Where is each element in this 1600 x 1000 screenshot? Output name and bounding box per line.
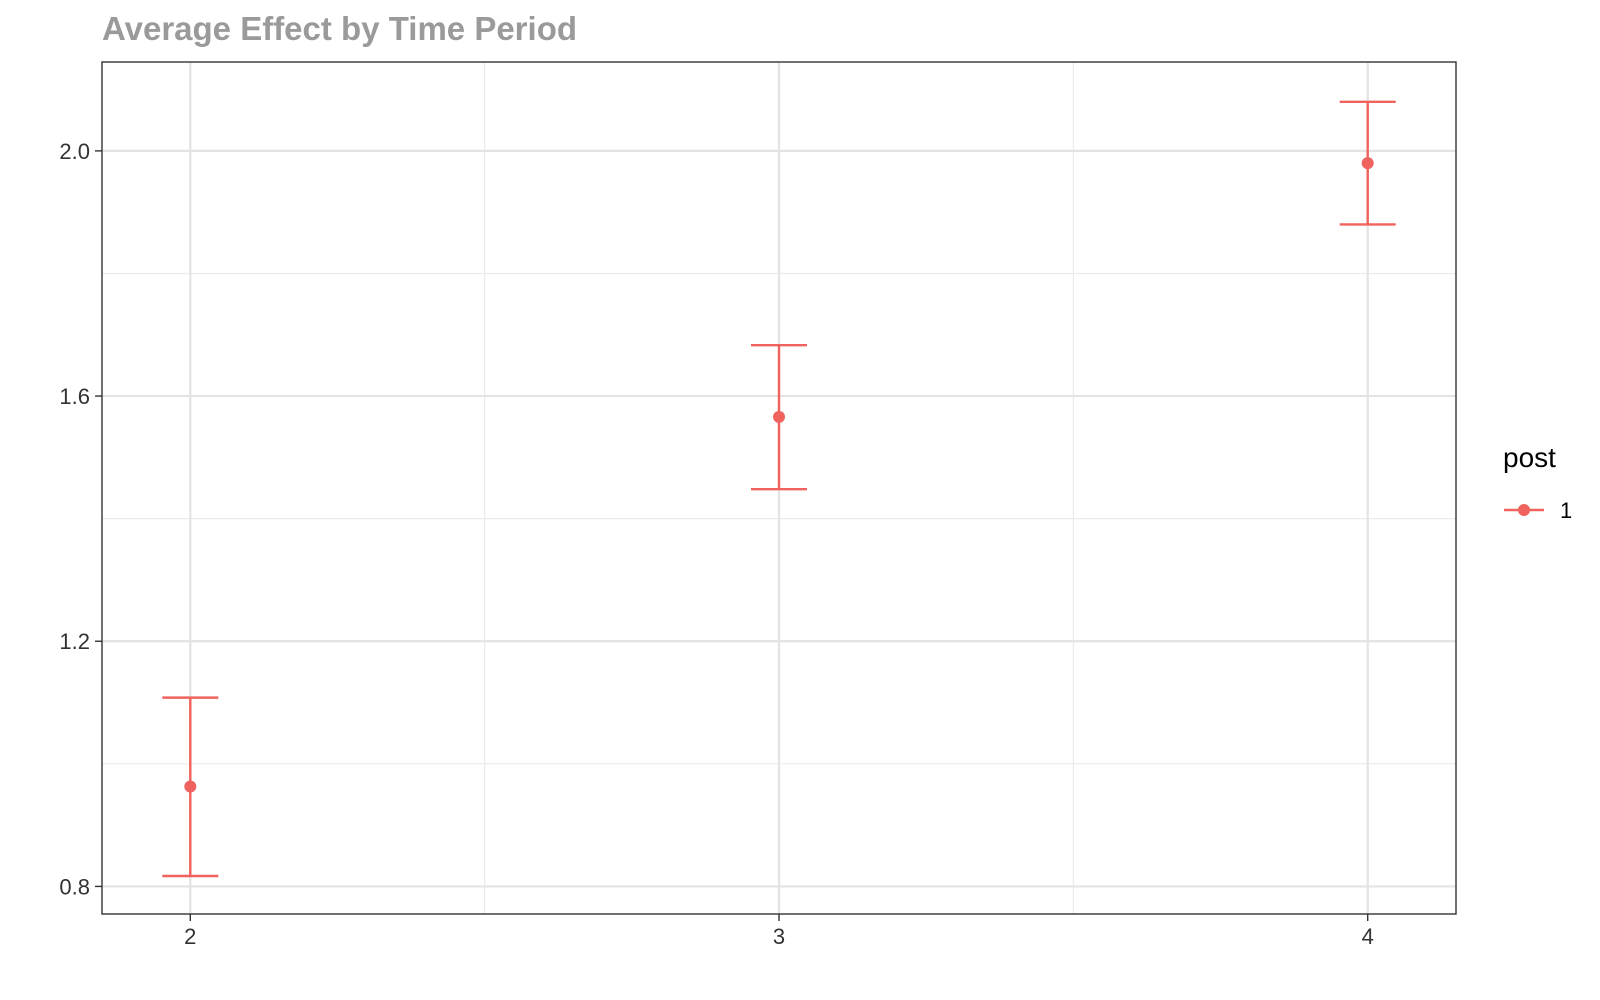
legend-key-point [1518, 504, 1530, 516]
data-point [773, 410, 785, 423]
data-point [184, 780, 197, 793]
legend-entries: 1 [1504, 498, 1572, 523]
y-tick-label: 0.8 [59, 874, 90, 899]
chart-title: Average Effect by Time Period [102, 10, 577, 47]
legend-label: 1 [1560, 498, 1572, 523]
data-point [1361, 157, 1374, 170]
x-tick-label: 2 [184, 924, 196, 949]
x-tick-label: 3 [773, 924, 785, 949]
data-layer [162, 100, 1396, 878]
y-tick-label: 2.0 [59, 139, 90, 164]
y-tick-label: 1.2 [59, 629, 90, 654]
legend: post 1 [1503, 442, 1572, 523]
legend-title: post [1503, 442, 1556, 473]
x-tick-label: 4 [1362, 924, 1374, 949]
y-tick-label: 1.6 [59, 384, 90, 409]
axes: 2 3 4 0.8 1.2 1.6 2.0 [59, 139, 1373, 949]
